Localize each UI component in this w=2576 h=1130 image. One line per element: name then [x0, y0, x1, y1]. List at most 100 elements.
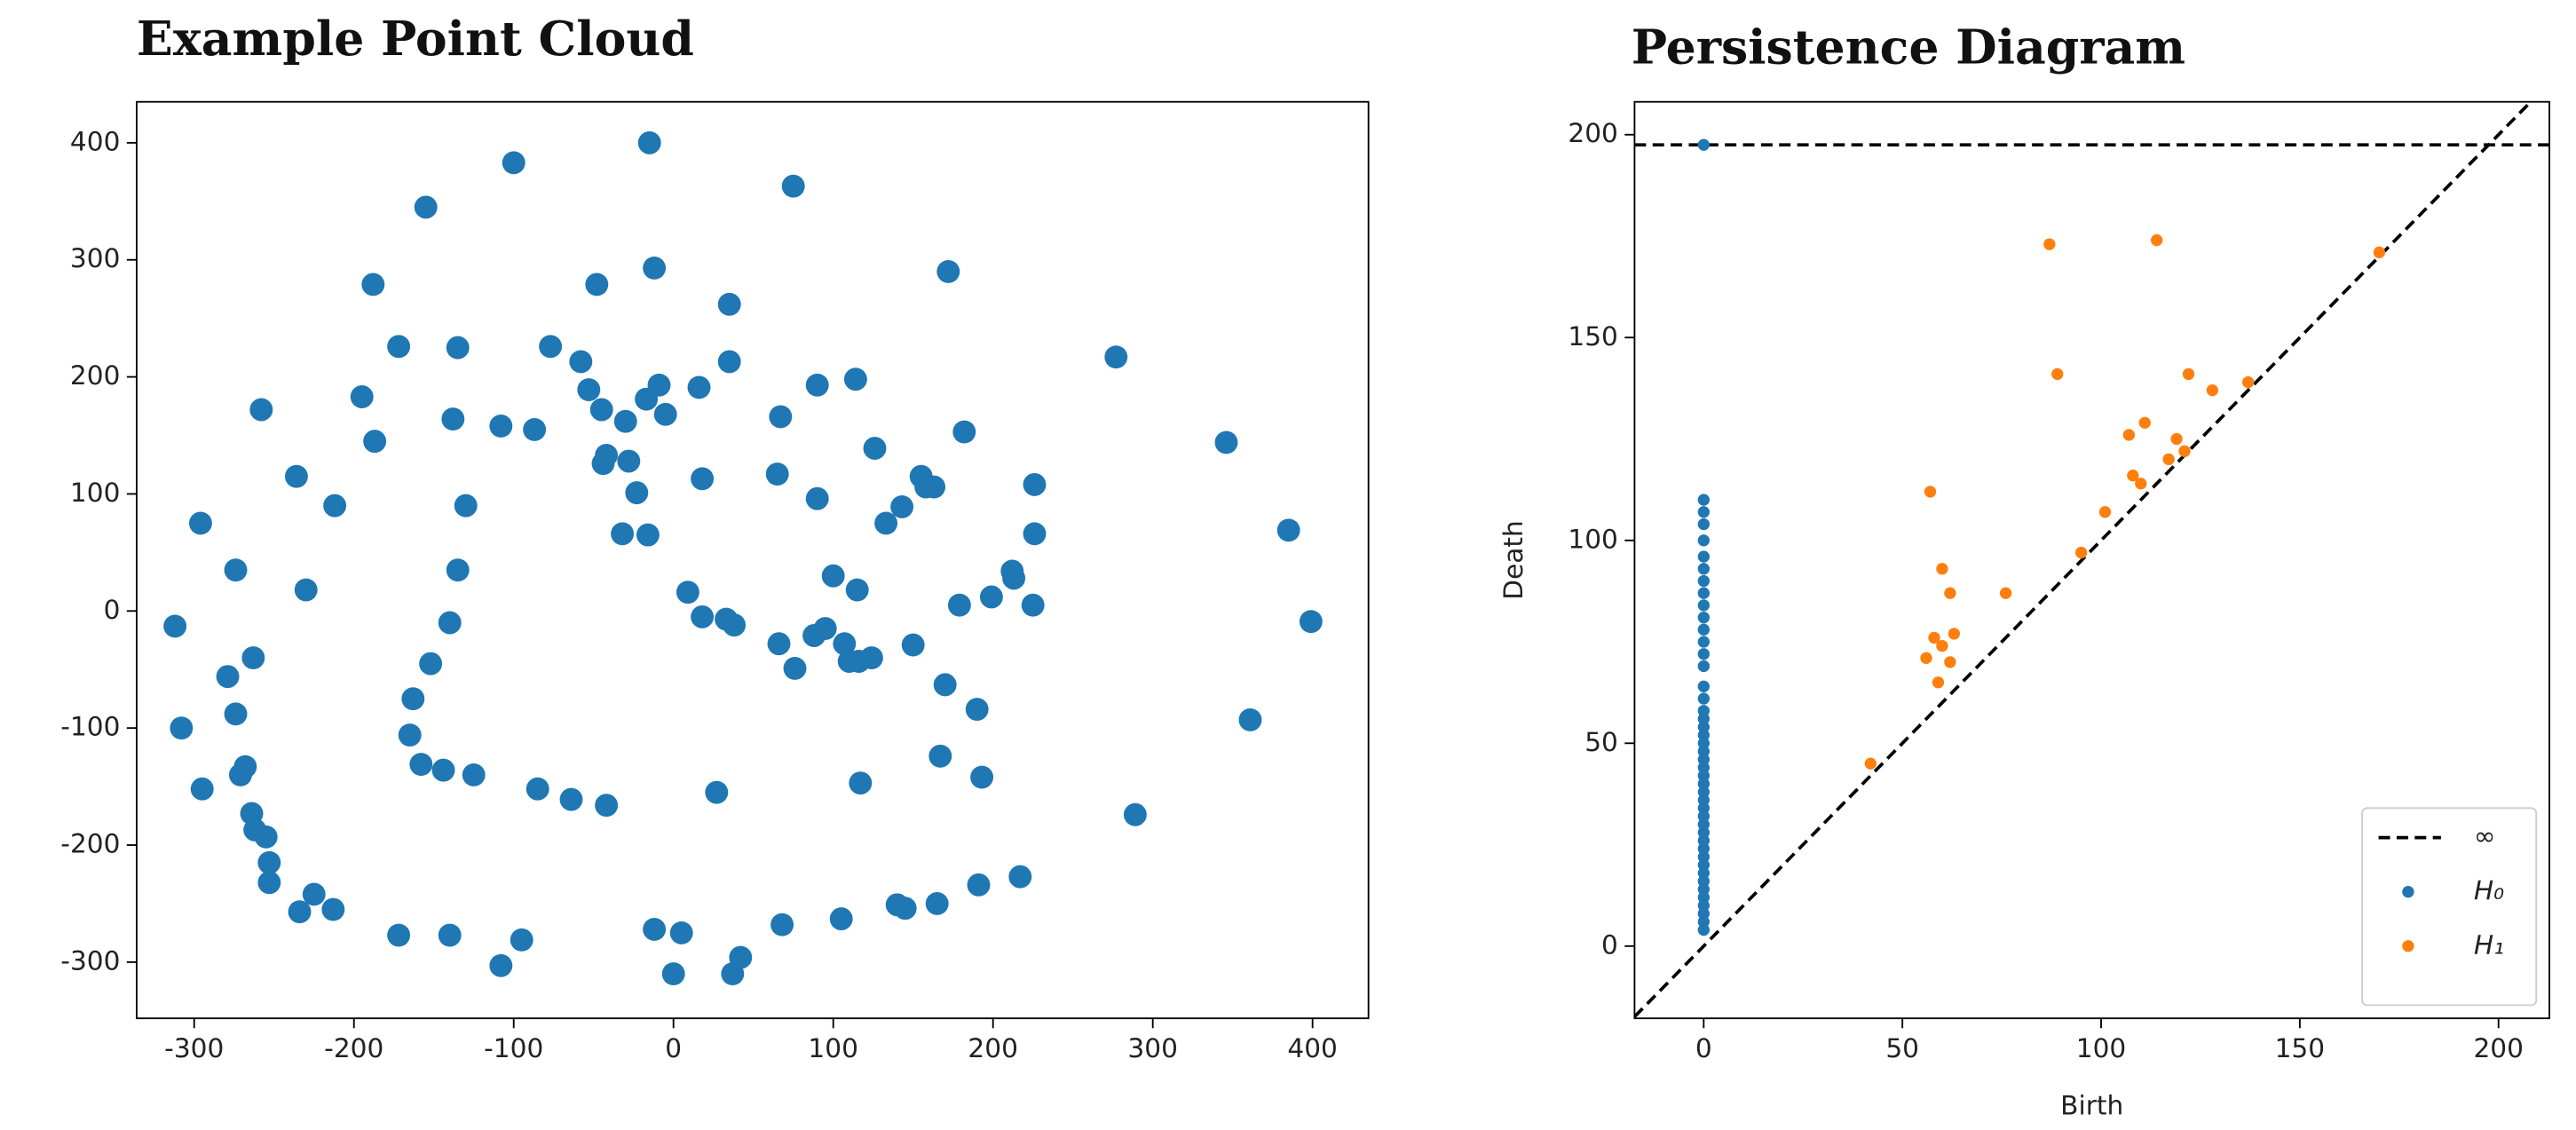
- point: [1697, 753, 1710, 766]
- point: [502, 151, 525, 175]
- point: [446, 336, 470, 360]
- point: [1697, 623, 1710, 636]
- point: [2178, 445, 2191, 457]
- point: [965, 698, 989, 722]
- point: [188, 511, 212, 535]
- point: [446, 558, 470, 582]
- point: [636, 523, 660, 547]
- point: [2373, 246, 2386, 258]
- point: [1697, 762, 1710, 774]
- point: [1936, 639, 1948, 652]
- point: [454, 494, 478, 518]
- point: [1697, 574, 1710, 588]
- point: [952, 420, 976, 444]
- point: [1697, 563, 1710, 575]
- point: [1023, 522, 1047, 546]
- point: [257, 871, 281, 895]
- point: [1697, 802, 1710, 815]
- point: [1932, 676, 1945, 689]
- point: [647, 373, 671, 397]
- point: [769, 405, 793, 429]
- point: [216, 665, 240, 689]
- y-tick-label: 200: [1568, 118, 1618, 148]
- point: [254, 825, 278, 849]
- point: [523, 417, 547, 441]
- legend-marker: [2402, 940, 2414, 952]
- point: [2043, 238, 2056, 250]
- point: [190, 777, 214, 801]
- point: [691, 467, 715, 491]
- y-tick-label: 0: [1601, 929, 1618, 960]
- point: [1697, 680, 1710, 692]
- point: [2135, 478, 2147, 490]
- point: [1697, 842, 1710, 855]
- point: [585, 273, 609, 296]
- point: [967, 873, 991, 897]
- point: [489, 415, 513, 438]
- point: [611, 522, 635, 546]
- x-tick-label: 0: [1695, 1033, 1712, 1063]
- y-tick-label: 50: [1584, 727, 1618, 757]
- point: [1697, 587, 1710, 599]
- point: [2206, 384, 2219, 397]
- point: [163, 614, 187, 638]
- point: [1697, 786, 1710, 798]
- point: [1697, 518, 1710, 531]
- point: [1697, 550, 1710, 563]
- point: [1948, 628, 1961, 640]
- x-tick-label: -200: [324, 1033, 383, 1063]
- point: [1924, 486, 1937, 498]
- point: [805, 486, 829, 510]
- point: [676, 581, 699, 605]
- point: [1697, 745, 1710, 758]
- point: [1697, 794, 1710, 806]
- point: [1697, 692, 1710, 705]
- point: [833, 632, 857, 656]
- point: [257, 850, 281, 874]
- legend-label: H₁: [2474, 929, 2504, 960]
- point: [2182, 367, 2195, 381]
- point: [729, 945, 753, 969]
- point: [767, 632, 791, 656]
- point: [1697, 660, 1710, 673]
- point: [805, 373, 829, 397]
- point: [401, 687, 425, 711]
- point: [859, 646, 883, 670]
- point: [489, 953, 513, 977]
- point: [936, 259, 960, 283]
- point: [1697, 891, 1710, 904]
- point: [843, 367, 867, 391]
- point: [2242, 375, 2255, 389]
- point: [970, 765, 994, 789]
- point: [661, 962, 685, 986]
- x-tick-label: 100: [808, 1033, 858, 1063]
- point: [1944, 656, 1956, 668]
- x-tick-label: -100: [484, 1033, 543, 1063]
- point: [863, 437, 887, 460]
- point: [1123, 802, 1147, 826]
- x-tick-label: 200: [968, 1033, 1018, 1063]
- point: [617, 449, 641, 473]
- y-tick-label: -200: [60, 829, 120, 859]
- x-tick-label: -300: [164, 1033, 224, 1063]
- point: [770, 913, 794, 936]
- point: [1104, 345, 1128, 369]
- point: [874, 511, 898, 535]
- legend-box: [2361, 807, 2538, 1007]
- y-tick-label: 300: [70, 243, 121, 273]
- point: [559, 787, 583, 811]
- point: [249, 398, 273, 422]
- point: [625, 481, 649, 505]
- x-tick-label: 400: [1287, 1033, 1338, 1063]
- point: [595, 794, 619, 818]
- point: [1008, 865, 1032, 889]
- x-tick-label: 150: [2275, 1033, 2326, 1063]
- chart-title: Persistence Diagram: [1632, 19, 2185, 75]
- point: [979, 585, 1003, 609]
- point: [717, 292, 741, 316]
- legend-label: ∞: [2474, 821, 2496, 851]
- point: [294, 578, 318, 602]
- y-tick-label: 100: [1568, 524, 1618, 554]
- point: [1697, 923, 1710, 936]
- point: [1697, 850, 1710, 863]
